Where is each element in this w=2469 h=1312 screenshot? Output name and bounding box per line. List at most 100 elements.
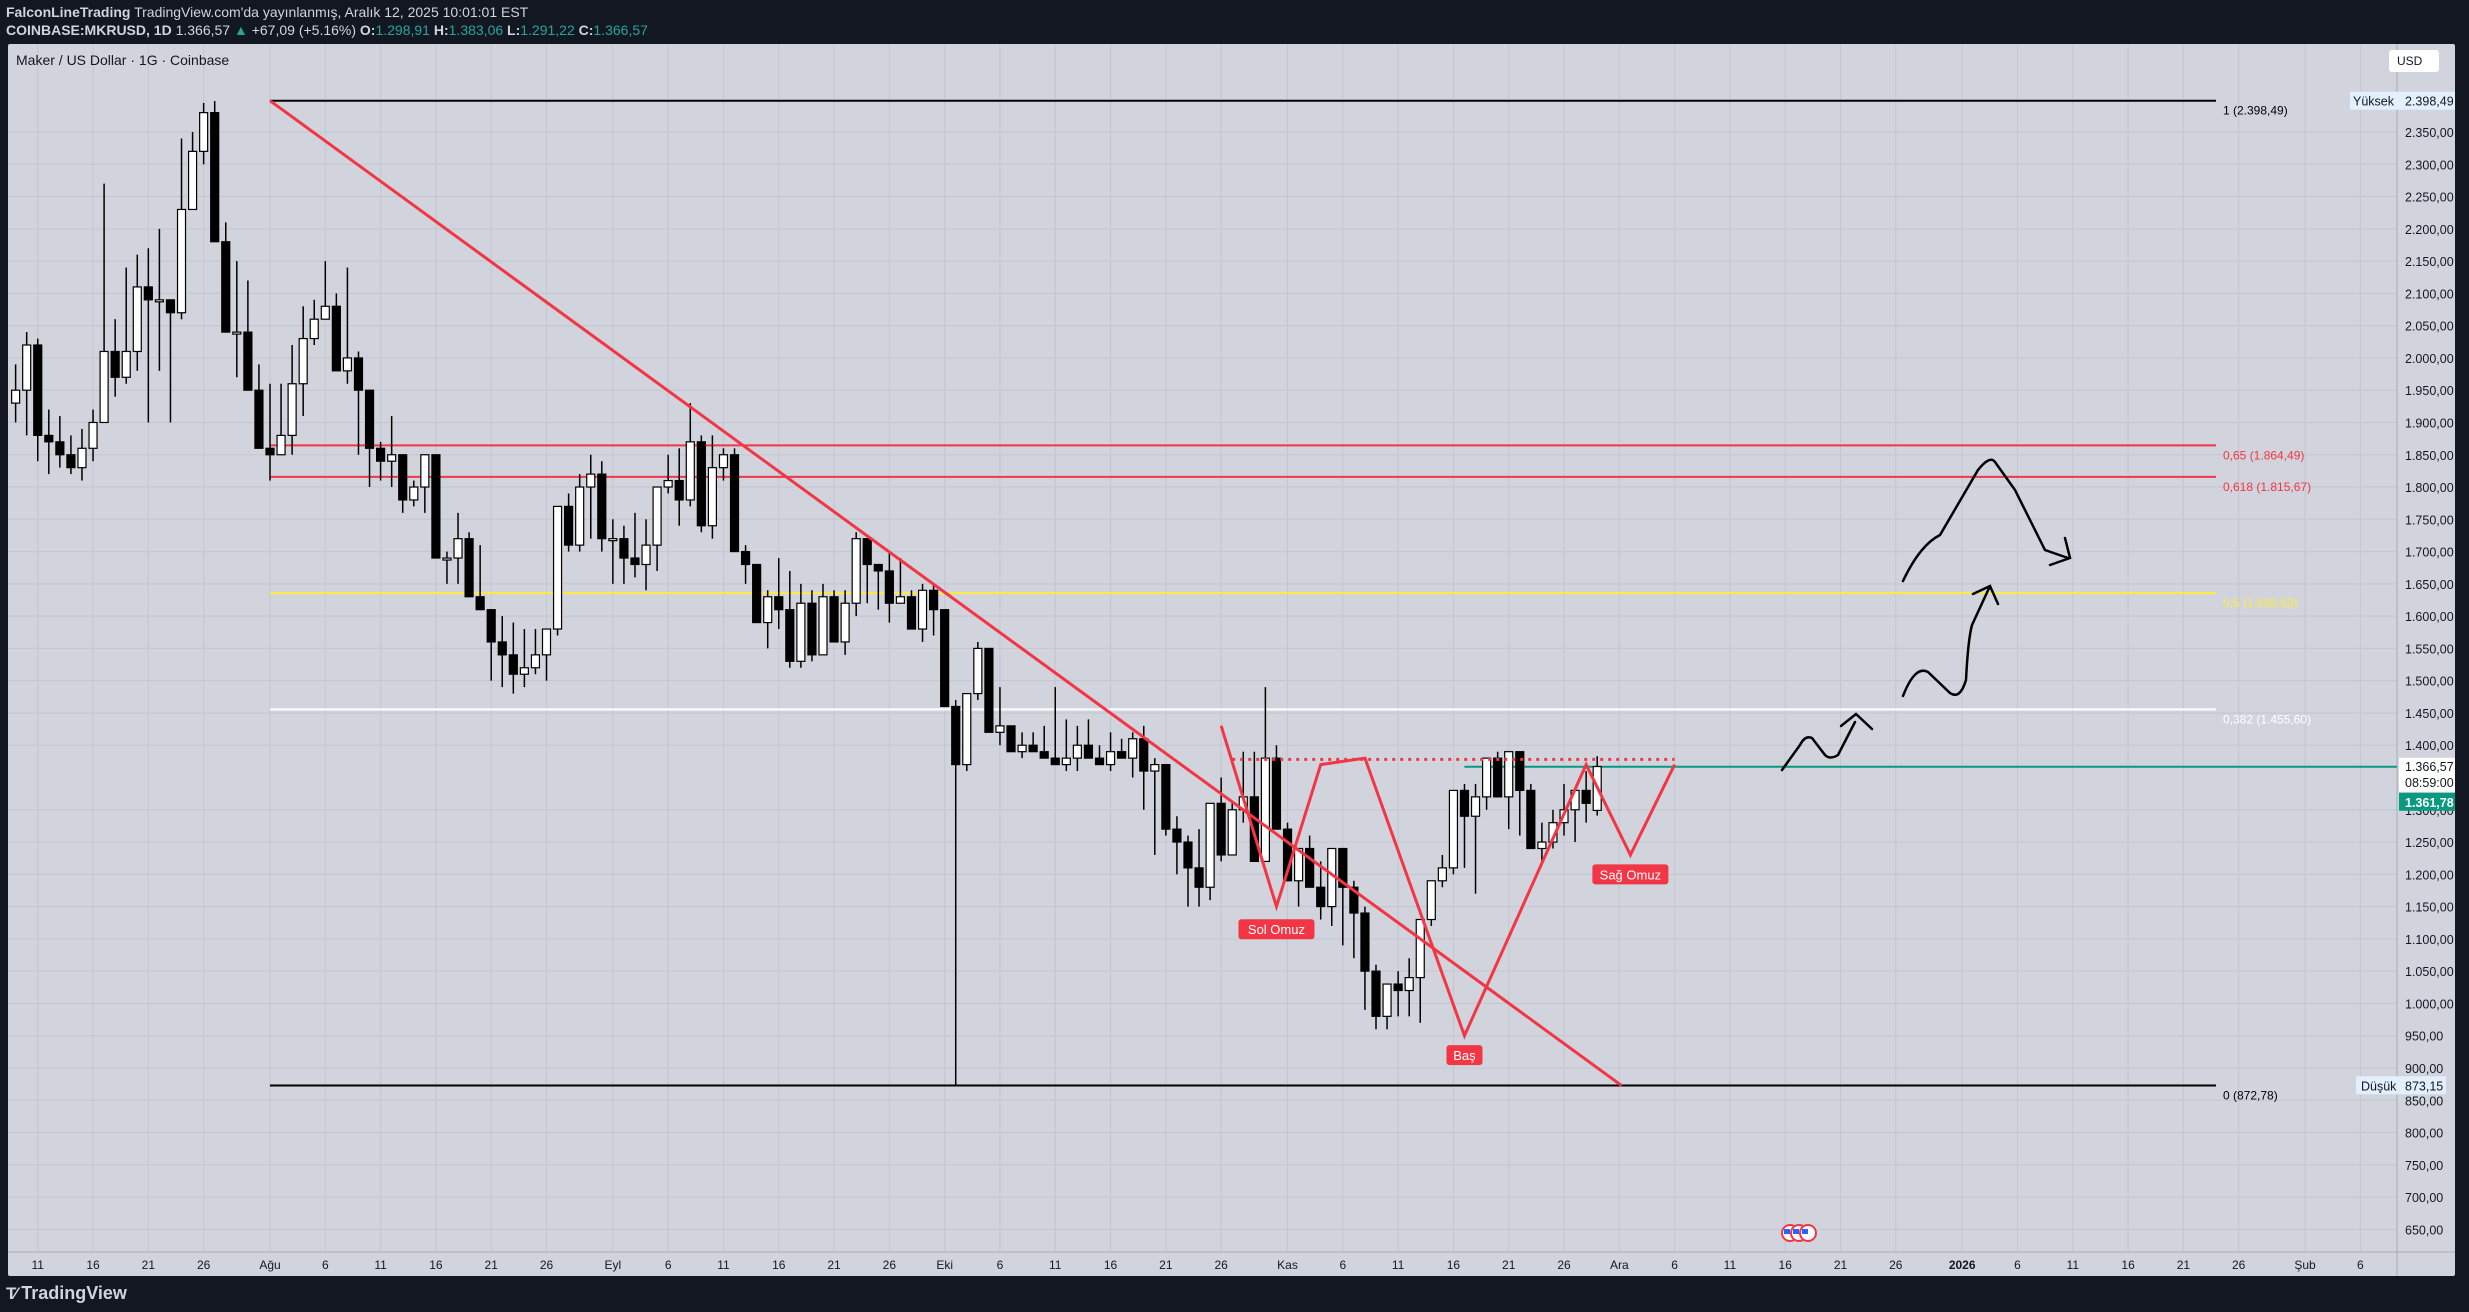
candle-body[interactable] [221, 241, 231, 333]
candle-body[interactable] [1260, 757, 1271, 863]
candle-body[interactable] [641, 544, 651, 566]
candle-body[interactable] [1581, 789, 1591, 804]
candle-body[interactable] [287, 383, 297, 436]
candle-body[interactable] [1061, 757, 1071, 766]
candle-body[interactable] [1128, 738, 1138, 759]
candle-body[interactable] [1017, 744, 1027, 753]
candle-body[interactable] [906, 596, 917, 630]
chart-canvas[interactable]: 1 (2.398,49) 0,65 (1.864,49) 0,618 (1.815,… [8, 44, 2455, 1276]
candle-body[interactable] [884, 570, 894, 604]
candle-body[interactable] [1183, 841, 1193, 869]
candle-body[interactable] [376, 447, 386, 462]
candle-body[interactable] [564, 505, 574, 546]
candle-body[interactable] [1481, 757, 1492, 798]
candle-body[interactable] [1216, 802, 1226, 856]
candle-body[interactable] [740, 550, 751, 566]
author-name[interactable]: FalconLineTrading [6, 4, 131, 20]
candle-body[interactable] [1415, 918, 1425, 979]
candle-body[interactable] [995, 725, 1005, 733]
candle-body[interactable] [1448, 789, 1459, 869]
candle-body[interactable] [729, 454, 740, 553]
candle-body[interactable] [519, 667, 529, 675]
candle-body[interactable] [862, 538, 872, 566]
candle-body[interactable] [707, 467, 718, 527]
candle-body[interactable] [387, 454, 397, 462]
candle-body[interactable] [497, 641, 507, 656]
candle-body[interactable] [22, 344, 32, 391]
candle-body[interactable] [696, 441, 706, 527]
candle-body[interactable] [44, 434, 54, 443]
candle-body[interactable] [1537, 841, 1547, 850]
candle-body[interactable] [486, 609, 496, 643]
candle-body[interactable] [398, 454, 408, 501]
candle-body[interactable] [1172, 828, 1182, 843]
candle-body[interactable] [1349, 886, 1359, 914]
candle-body[interactable] [552, 505, 563, 630]
candle-body[interactable] [541, 628, 552, 656]
candle-body[interactable] [232, 331, 242, 335]
candle-body[interactable] [1205, 802, 1215, 888]
candle-body[interactable] [774, 596, 784, 611]
candle-body[interactable] [1515, 751, 1525, 792]
candle-body[interactable] [1161, 763, 1171, 830]
candle-body[interactable] [619, 538, 629, 559]
candle-body[interactable] [110, 350, 120, 378]
candle-body[interactable] [55, 441, 65, 456]
candle-body[interactable] [143, 286, 153, 301]
candle-body[interactable] [1150, 763, 1160, 772]
chart-panel[interactable]: 1 (2.398,49) 0,65 (1.864,49) 0,618 (1.815,… [8, 44, 2455, 1276]
candle-body[interactable] [1493, 757, 1503, 798]
candle-body[interactable] [818, 596, 828, 656]
candle-body[interactable] [431, 454, 441, 559]
candle-body[interactable] [586, 473, 596, 488]
candle-body[interactable] [873, 563, 883, 572]
candle-body[interactable] [785, 609, 795, 662]
candle-body[interactable] [1227, 809, 1237, 856]
candle-body[interactable] [342, 357, 353, 372]
candle-body[interactable] [187, 150, 198, 211]
candle-body[interactable] [752, 563, 762, 624]
candle-body[interactable] [453, 538, 463, 559]
candle-body[interactable] [1117, 751, 1127, 759]
candle-body[interactable] [1393, 983, 1403, 992]
candle-body[interactable] [1404, 977, 1414, 992]
candle-body[interactable] [984, 647, 994, 733]
candle-body[interactable] [1105, 751, 1116, 766]
candle-body[interactable] [176, 208, 187, 314]
candle-body[interactable] [88, 421, 98, 449]
candle-body[interactable] [464, 538, 474, 598]
hand-drawn-arrow[interactable] [1780, 720, 1857, 772]
candle-body[interactable] [1083, 744, 1094, 759]
candle-body[interactable] [973, 647, 983, 695]
candle-body[interactable] [132, 286, 142, 353]
candle-body[interactable] [353, 357, 364, 391]
hand-drawn-arrow[interactable] [1901, 458, 2070, 583]
candle-body[interactable] [1316, 886, 1326, 908]
candle-body[interactable] [1470, 796, 1481, 817]
currency-button[interactable]: USD [2389, 50, 2439, 72]
candle-body[interactable] [243, 331, 253, 391]
candle-body[interactable] [1139, 738, 1149, 772]
candle-body[interactable] [1459, 789, 1470, 817]
candle-body[interactable] [475, 596, 485, 611]
candle-body[interactable] [1094, 757, 1105, 766]
candle-body[interactable] [895, 596, 906, 604]
candle-body[interactable] [265, 447, 275, 456]
candle-body[interactable] [1028, 744, 1038, 753]
candle-body[interactable] [1039, 751, 1049, 759]
candle-body[interactable] [331, 305, 341, 372]
candle-body[interactable] [1504, 751, 1514, 798]
candle-body[interactable] [1382, 983, 1392, 1017]
candle-body[interactable] [309, 318, 319, 340]
candle-body[interactable] [829, 596, 839, 643]
candle-body[interactable] [940, 609, 950, 708]
candle-body[interactable] [320, 305, 330, 320]
candle-body[interactable] [685, 441, 695, 501]
candle-body[interactable] [508, 654, 518, 675]
candle-body[interactable] [652, 486, 662, 546]
candle-body[interactable] [1194, 867, 1204, 888]
candle-body[interactable] [66, 454, 76, 469]
candle-body[interactable] [851, 538, 861, 604]
candle-body[interactable] [530, 654, 541, 669]
candle-body[interactable] [917, 589, 928, 630]
